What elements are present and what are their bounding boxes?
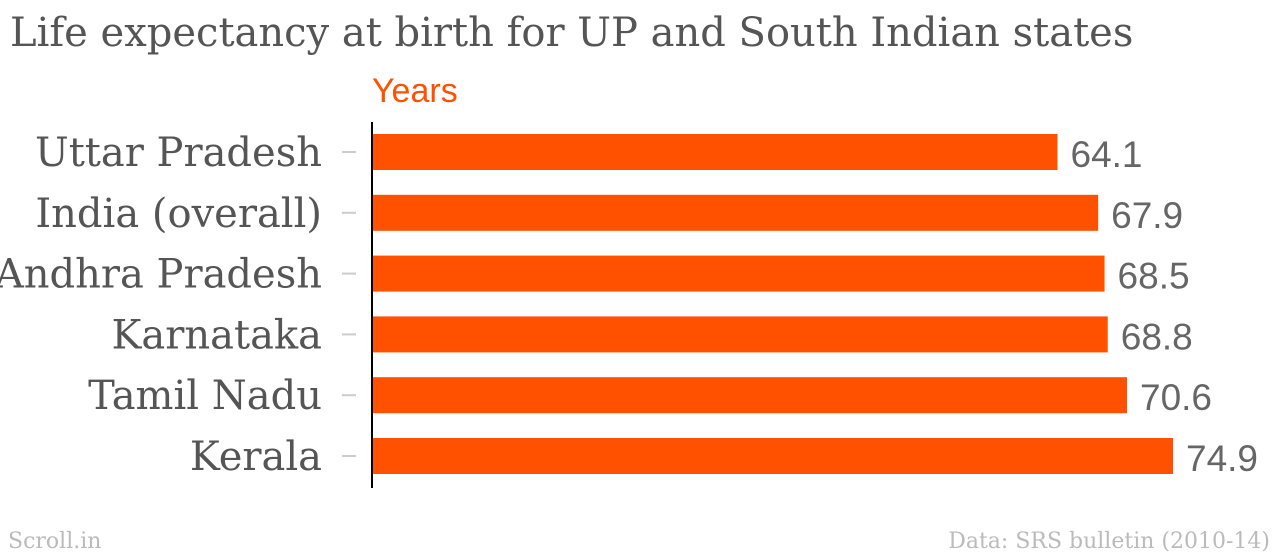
- category-label: Uttar Pradesh: [35, 130, 322, 176]
- category-label: Karnataka: [112, 312, 322, 358]
- category-label: India (overall): [35, 191, 322, 237]
- source-credit: Scroll.in: [8, 529, 101, 554]
- value-label: 70.6: [1140, 377, 1212, 418]
- bar: [372, 194, 1099, 231]
- chart-title: Life expectancy at birth for UP and Sout…: [10, 10, 1133, 56]
- bar: [372, 377, 1128, 414]
- value-label: 68.5: [1118, 256, 1190, 297]
- category-label: Kerala: [190, 434, 322, 480]
- value-label: 68.8: [1121, 316, 1193, 357]
- value-label: 67.9: [1111, 195, 1183, 236]
- bar: [372, 134, 1058, 170]
- data-source-note: Data: SRS bulletin (2010-14): [948, 529, 1270, 554]
- bar: [372, 255, 1105, 292]
- category-label: Tamil Nadu: [88, 373, 322, 419]
- bar: [372, 316, 1108, 353]
- category-label: Andhra Pradesh: [0, 252, 322, 298]
- bar: [372, 438, 1173, 474]
- bars-layer: Uttar Pradesh 64.1 India (overall) 67.9 Andh…: [0, 130, 1258, 480]
- x-axis-label: Years: [372, 72, 458, 110]
- value-label: 64.1: [1071, 134, 1143, 175]
- value-label: 74.9: [1186, 438, 1258, 479]
